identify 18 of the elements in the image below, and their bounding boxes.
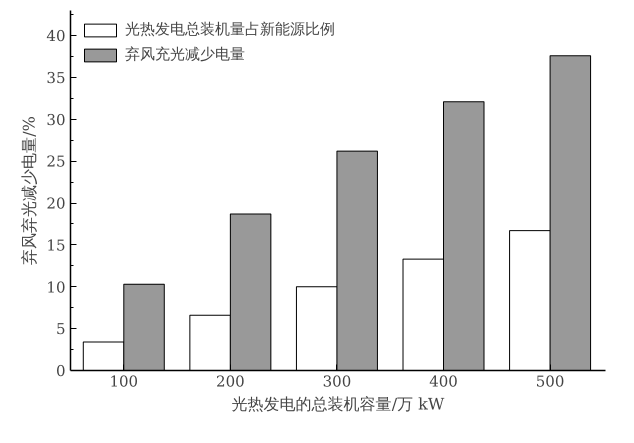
x-tick-label: 100 — [109, 372, 138, 390]
y-tick-label: 35 — [46, 68, 66, 87]
y-tick-label: 20 — [46, 194, 66, 213]
legend-label: 光热发电总装机量占新能源比例 — [125, 20, 335, 39]
y-tick-label: 0 — [56, 362, 66, 380]
y-tick-label: 30 — [46, 110, 66, 129]
y-tick-label: 15 — [46, 236, 66, 254]
y-tick-label: 25 — [46, 152, 66, 171]
legend-label: 弃风充光减少电量 — [125, 45, 245, 64]
x-tick-label: 300 — [322, 372, 352, 390]
y-axis-title: 弃风弃光减少电量/% — [19, 116, 38, 265]
y-tick-label: 10 — [46, 278, 66, 296]
x-tick-label: 500 — [536, 372, 564, 390]
x-axis-title: 光热发电的总装机容量/万 kW — [232, 394, 445, 414]
y-tick-label: 40 — [46, 27, 66, 46]
x-tick-label: 400 — [429, 372, 458, 390]
y-tick-label: 5 — [56, 320, 66, 338]
x-tick-label: 200 — [216, 372, 245, 390]
